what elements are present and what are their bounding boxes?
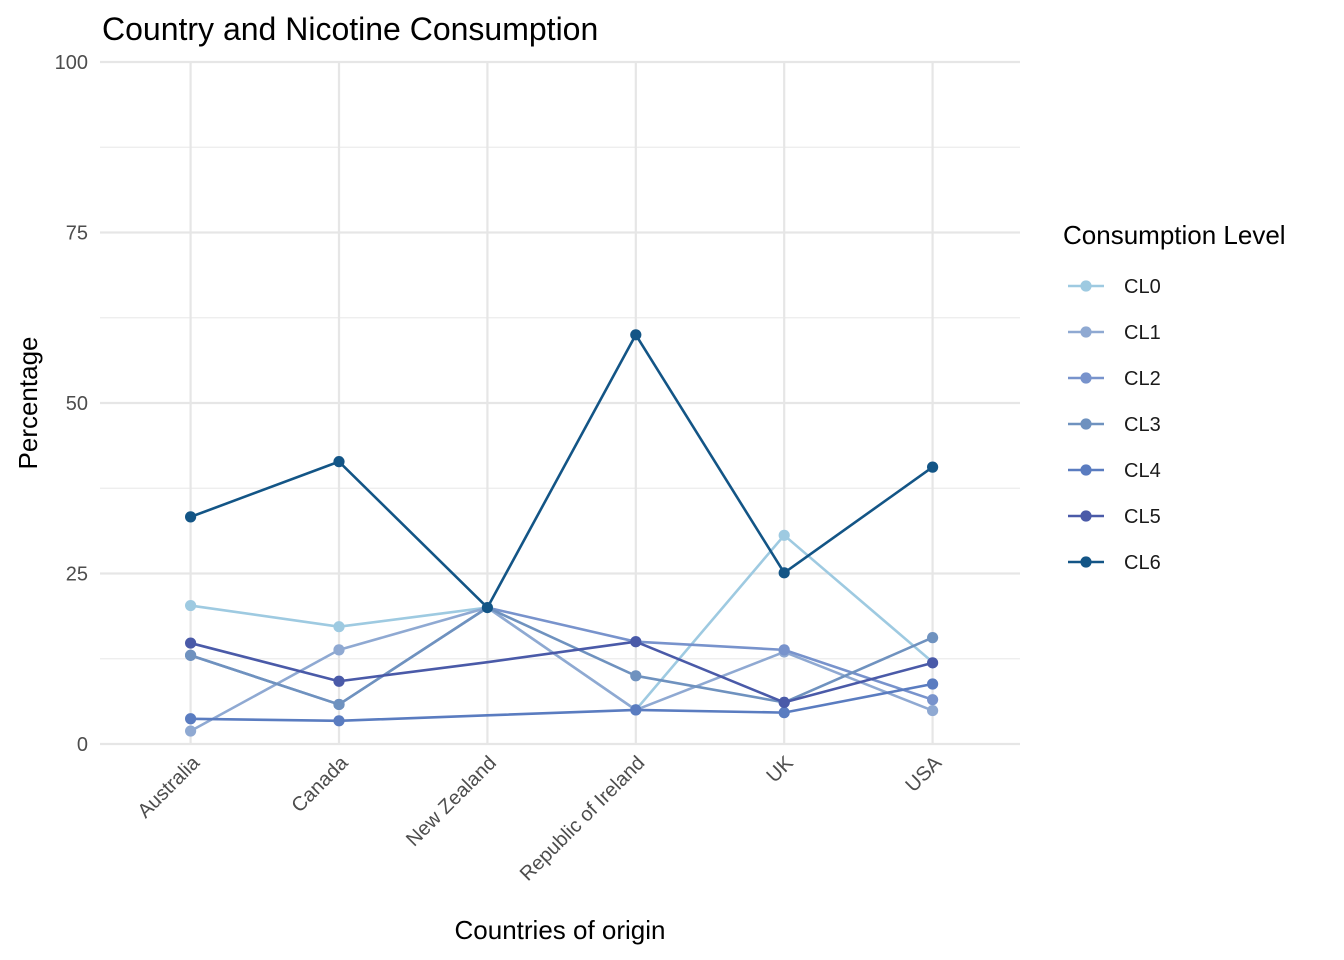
- legend-key-point: [1080, 510, 1092, 522]
- data-point: [927, 694, 939, 706]
- series-cl3: [185, 606, 939, 711]
- data-point: [185, 637, 197, 649]
- legend-label: CL5: [1124, 506, 1161, 528]
- series-line: [190, 682, 933, 723]
- data-point: [185, 725, 197, 737]
- legend-key-point: [1080, 372, 1092, 384]
- x-tick-label: New Zealand: [402, 752, 501, 851]
- data-point: [333, 621, 345, 633]
- data-point: [185, 713, 197, 725]
- legend-key-point: [1080, 418, 1092, 430]
- y-tick-label: 50: [66, 393, 88, 415]
- series-line: [190, 534, 934, 712]
- legend-key-point: [1080, 280, 1092, 292]
- legend-label: CL0: [1124, 276, 1161, 298]
- data-point: [333, 698, 345, 711]
- y-tick-label: 25: [66, 564, 88, 586]
- y-tick-label: 0: [77, 734, 88, 756]
- series-cl5: [185, 636, 939, 708]
- x-tick-label: USA: [901, 752, 946, 797]
- x-tick-label: Republic of Ireland: [516, 752, 649, 885]
- y-tick-label: 75: [66, 223, 88, 245]
- data-point: [630, 704, 642, 716]
- data-point: [927, 704, 939, 717]
- legend-item-cl2: CL2: [1068, 368, 1161, 390]
- legend-item-cl4: CL4: [1068, 460, 1161, 482]
- data-point: [333, 715, 345, 727]
- grid: [100, 60, 1020, 746]
- x-tick-label: Australia: [134, 751, 205, 822]
- data-point: [333, 644, 345, 656]
- legend-label: CL1: [1124, 322, 1161, 344]
- legend-key-point: [1080, 556, 1092, 568]
- legend-title: Consumption Level: [1063, 220, 1286, 250]
- data-point: [778, 567, 790, 579]
- data-point: [333, 456, 345, 468]
- legend-label: CL3: [1124, 414, 1161, 436]
- legend-label: CL4: [1124, 460, 1161, 482]
- x-tick-label: UK: [763, 752, 799, 788]
- data-point: [481, 602, 493, 614]
- series-cl1: [185, 606, 939, 737]
- data-point: [630, 636, 642, 648]
- legend-item-cl5: CL5: [1068, 506, 1161, 528]
- data-point: [185, 649, 197, 661]
- data-point: [927, 657, 939, 669]
- series-lines: [185, 329, 939, 737]
- series-cl4: [185, 678, 939, 727]
- x-axis-ticks: Australia Canada New Zealand Republic of Ir…: [134, 751, 947, 885]
- legend-label: CL6: [1124, 552, 1161, 574]
- legend: Consumption Level CL0 CL1 CL2 CL3 CL4 CL5 CL6: [1063, 220, 1286, 574]
- data-point: [630, 329, 642, 341]
- y-axis-title: Percentage: [13, 337, 43, 470]
- chart-title: Country and Nicotine Consumption: [102, 11, 598, 47]
- data-point: [185, 599, 197, 612]
- legend-item-cl1: CL1: [1068, 322, 1161, 344]
- data-point: [778, 644, 790, 656]
- data-point: [927, 461, 939, 473]
- y-tick-label: 100: [55, 52, 88, 74]
- data-point: [778, 696, 790, 708]
- x-axis-title: Countries of origin: [455, 915, 666, 945]
- legend-item-cl3: CL3: [1068, 414, 1161, 436]
- x-tick-label: Canada: [287, 751, 353, 817]
- series-line: [190, 606, 934, 706]
- series-line: [190, 333, 934, 609]
- data-point: [778, 707, 790, 719]
- y-axis-ticks: 0 25 50 75 100: [55, 52, 88, 756]
- data-point: [185, 511, 197, 523]
- series-line: [189, 606, 934, 733]
- series-line: [190, 640, 933, 704]
- data-point: [927, 678, 939, 690]
- data-point: [333, 675, 345, 687]
- series-cl6: [185, 329, 939, 614]
- legend-key-point: [1080, 326, 1092, 338]
- legend-label: CL2: [1124, 368, 1161, 390]
- legend-item-cl0: CL0: [1068, 276, 1161, 298]
- data-point: [630, 670, 642, 682]
- data-point: [778, 529, 790, 541]
- legend-key-point: [1080, 464, 1092, 476]
- legend-item-cl6: CL6: [1068, 552, 1161, 574]
- data-point: [927, 632, 939, 644]
